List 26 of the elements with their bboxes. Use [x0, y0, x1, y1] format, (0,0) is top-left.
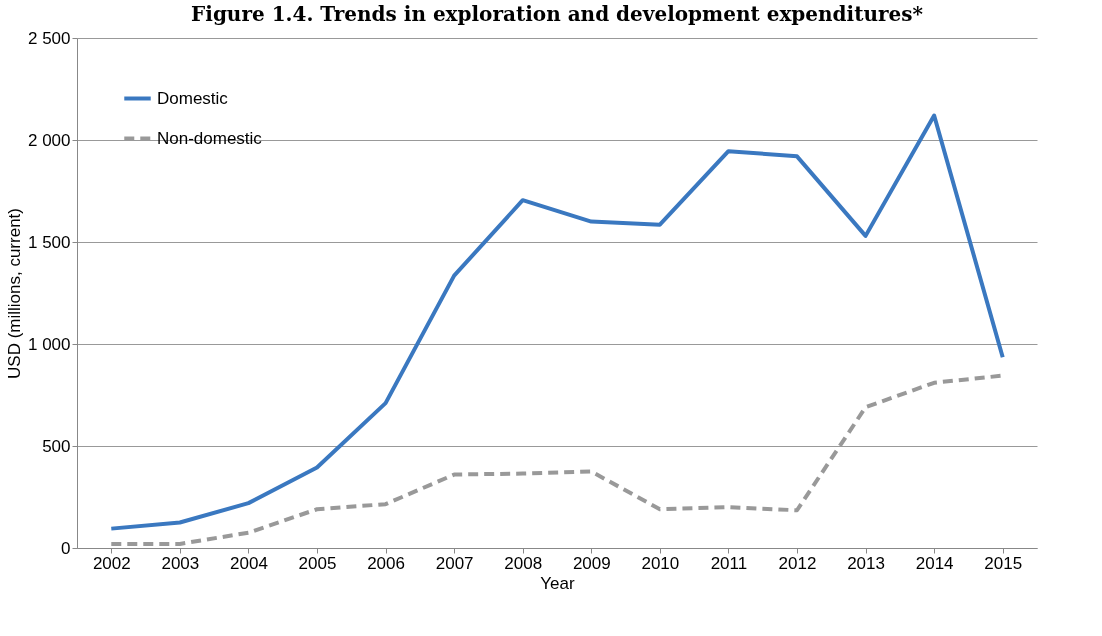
x-tick-label: 2012 — [778, 553, 817, 573]
y-tick-label: 2 500 — [27, 28, 71, 48]
chart-title: Figure 1.4. Trends in exploration and development expenditures* — [191, 2, 924, 26]
x-axis-title: Year — [540, 573, 576, 593]
x-tick-label: 2003 — [161, 553, 200, 573]
x-tick-label: 2010 — [641, 553, 680, 573]
y-tick-label: 0 — [61, 538, 71, 558]
x-tick-label: 2011 — [710, 553, 748, 573]
y-tick-label: 2 000 — [27, 130, 71, 150]
y-tick-label: 1 000 — [27, 334, 71, 354]
x-tick-label: 2008 — [504, 553, 543, 573]
x-tick-label: 2007 — [435, 553, 474, 573]
x-tick-label: 2014 — [915, 553, 954, 573]
x-tick-label: 2013 — [847, 553, 885, 573]
y-axis-title: USD (millions, current) — [4, 208, 24, 379]
x-tick-label: 2004 — [230, 553, 268, 573]
legend-label: Non-domestic — [157, 128, 263, 148]
x-tick-label: 2006 — [367, 553, 405, 573]
y-tick-label: 500 — [42, 436, 71, 456]
x-tick-label: 2015 — [984, 553, 1023, 573]
x-tick-label: 2002 — [92, 553, 131, 573]
x-tick-label: 2005 — [298, 553, 337, 573]
x-tick-label: 2009 — [572, 553, 611, 573]
legend-label: Domestic — [157, 88, 229, 108]
line-series — [109, 113, 1005, 531]
y-tick-label: 1 500 — [27, 232, 71, 252]
